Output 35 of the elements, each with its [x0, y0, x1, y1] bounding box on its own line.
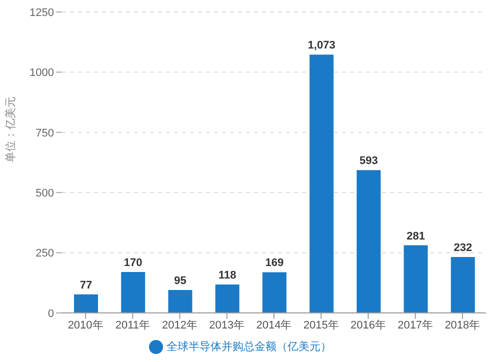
- bar: [121, 272, 146, 313]
- y-tick-label: 750: [36, 127, 54, 140]
- bar: [262, 272, 286, 313]
- x-tick-label: 2013年: [209, 320, 245, 332]
- bar: [74, 294, 98, 313]
- data-label: 232: [454, 242, 472, 254]
- x-tick-label: 2014年: [256, 320, 292, 332]
- legend-label: 全球半导体并购总金额（亿美元）: [166, 340, 332, 353]
- bar: [450, 257, 475, 313]
- x-tick-label: 2015年: [303, 320, 339, 332]
- data-label: 170: [124, 256, 142, 269]
- x-tick-label: 2016年: [350, 320, 386, 332]
- y-axis-title: 单位：亿美元: [4, 96, 17, 162]
- x-tick-label: 2012年: [162, 320, 198, 332]
- data-label: 77: [80, 279, 92, 292]
- data-label: 169: [265, 257, 284, 270]
- x-tick-label: 2018年: [444, 320, 480, 332]
- bar: [215, 284, 240, 313]
- y-tick-label: 1250: [30, 6, 54, 19]
- data-label: 1,073: [308, 40, 336, 52]
- bar: [356, 170, 381, 313]
- data-label: 593: [359, 155, 378, 168]
- data-label: 118: [218, 270, 236, 282]
- y-tick-label: 0: [48, 308, 54, 320]
- bar: [404, 245, 428, 313]
- x-tick-label: 2017年: [398, 320, 434, 332]
- y-tick-label: 1000: [30, 67, 54, 80]
- x-tick-label: 2010年: [68, 320, 104, 332]
- data-label: 95: [174, 275, 186, 288]
- x-tick-label: 2011年: [115, 320, 150, 332]
- y-tick-label: 250: [36, 248, 54, 260]
- y-tick-label: 500: [36, 187, 54, 200]
- bar: [310, 54, 334, 313]
- data-label: 281: [406, 230, 425, 242]
- bar: [168, 290, 192, 313]
